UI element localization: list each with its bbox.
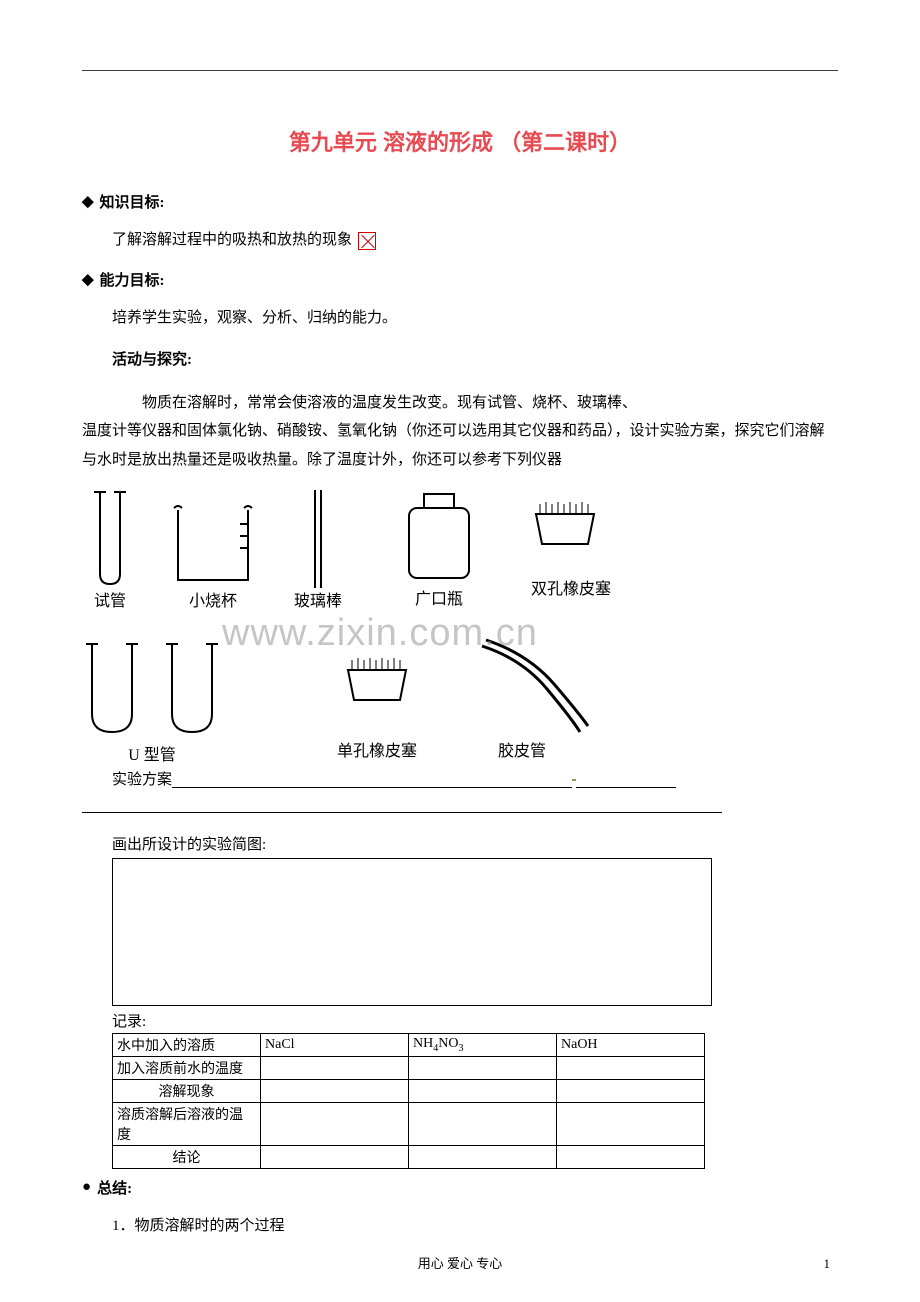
cell-temp-after: 溶质溶解后溶液的温度 <box>113 1102 261 1145</box>
cell-conclusion: 结论 <box>113 1145 261 1168</box>
cell-temp-before: 加入溶质前水的温度 <box>113 1056 261 1079</box>
svg-text:双孔橡皮塞: 双孔橡皮塞 <box>531 580 611 598</box>
svg-text:玻璃棒: 玻璃棒 <box>294 592 342 610</box>
cell-blank <box>557 1145 705 1168</box>
broken-image-icon <box>358 232 376 250</box>
cell-naoh: NaOH <box>557 1033 705 1056</box>
cell-blank <box>557 1102 705 1145</box>
top-rule <box>82 70 838 71</box>
summary-item: 1．物质溶解时的两个过程 <box>112 1212 838 1241</box>
cell-phenomenon: 溶解现象 <box>113 1079 261 1102</box>
drawing-box <box>112 858 712 1006</box>
svg-text:小烧杯: 小烧杯 <box>189 592 237 610</box>
circle-bullet-icon: ● <box>82 1179 91 1196</box>
diamond-bullet-icon: ◆ <box>82 270 94 289</box>
table-row: 加入溶质前水的温度 <box>113 1056 705 1079</box>
cell-solute-label: 水中加入的溶质 <box>113 1033 261 1056</box>
table-row: 溶质溶解后溶液的温度 <box>113 1102 705 1145</box>
cell-nh4no3: NH4NO3 <box>409 1033 557 1056</box>
knowledge-text: 了解溶解过程中的吸热和放热的现象 <box>112 232 352 248</box>
table-row: 水中加入的溶质 NaCl NH4NO3 NaOH <box>113 1033 705 1056</box>
knowledge-heading-text: 知识目标: <box>100 191 165 212</box>
cell-blank <box>409 1102 557 1145</box>
apparatus-diagram: 试管 小烧杯 玻璃棒 广口瓶 <box>82 484 654 766</box>
document-page: 第九单元 溶液的形成 （第二课时） ◆ 知识目标: 了解溶解过程中的吸热和放热的… <box>0 0 920 1302</box>
footer-text: 用心 爱心 专心 <box>0 1253 920 1272</box>
cell-blank <box>409 1145 557 1168</box>
record-table: 水中加入的溶质 NaCl NH4NO3 NaOH 加入溶质前水的温度 溶解现象 … <box>112 1033 705 1169</box>
cell-blank <box>557 1079 705 1102</box>
svg-text:单孔橡皮塞: 单孔橡皮塞 <box>337 742 417 760</box>
cell-blank <box>409 1079 557 1102</box>
cell-nacl: NaCl <box>261 1033 409 1056</box>
cell-blank <box>557 1056 705 1079</box>
svg-text:广口瓶: 广口瓶 <box>415 590 463 608</box>
svg-text:胶皮管: 胶皮管 <box>498 742 546 760</box>
table-row: 结论 <box>113 1145 705 1168</box>
activity-p2: 温度计等仪器和固体氯化钠、硝酸铵、氢氧化钠（你还可以选用其它仪器和药品），设计实… <box>82 417 838 476</box>
record-label: 记录: <box>112 1010 838 1031</box>
ability-heading: ◆ 能力目标: <box>82 269 838 290</box>
plan-line-2 <box>82 793 722 813</box>
draw-label: 画出所设计的实验简图: <box>112 833 838 854</box>
knowledge-heading: ◆ 知识目标: <box>82 191 838 212</box>
ability-heading-text: 能力目标: <box>100 269 165 290</box>
activity-heading: 活动与探究: <box>112 346 838 375</box>
cell-blank <box>261 1079 409 1102</box>
plan-label: 实验方案 <box>112 772 172 788</box>
diamond-bullet-icon: ◆ <box>82 192 94 211</box>
ability-body: 培养学生实验，观察、分析、归纳的能力。 <box>112 304 838 333</box>
cell-blank <box>261 1102 409 1145</box>
cell-blank <box>261 1145 409 1168</box>
knowledge-body: 了解溶解过程中的吸热和放热的现象 <box>112 226 838 255</box>
plan-line: 实验方案 <box>112 768 838 789</box>
page-title: 第九单元 溶液的形成 （第二课时） <box>82 125 838 157</box>
summary-heading: ● 总结: <box>82 1177 838 1198</box>
cell-blank <box>409 1056 557 1079</box>
page-number: 1 <box>824 1256 831 1272</box>
svg-text:U 型管: U 型管 <box>128 746 176 764</box>
activity-p1: 物质在溶解时，常常会使溶液的温度发生改变。现有试管、烧杯、玻璃棒、 <box>142 389 838 418</box>
svg-text:试管: 试管 <box>94 592 126 610</box>
cell-blank <box>261 1056 409 1079</box>
apparatus-svg: 试管 小烧杯 玻璃棒 广口瓶 <box>82 484 654 766</box>
summary-heading-text: 总结: <box>97 1177 132 1198</box>
table-row: 溶解现象 <box>113 1079 705 1102</box>
